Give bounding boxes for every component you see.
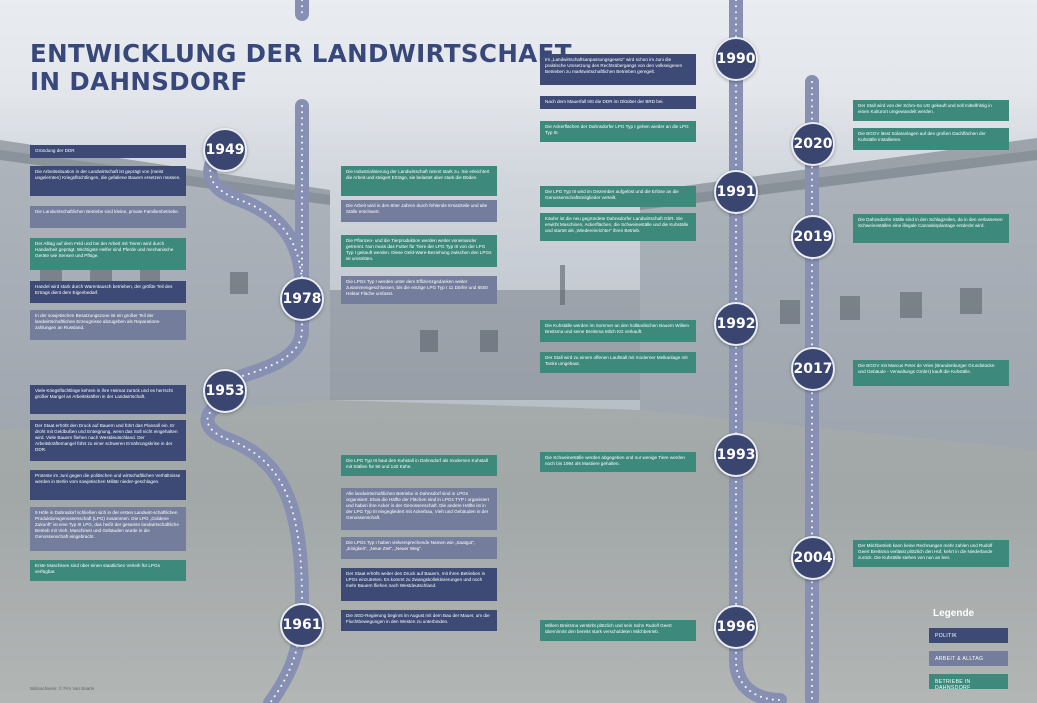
entry-box: Die BGGV mit Marcus Peter de Vries (Bran… — [853, 360, 1009, 386]
entry-box: Die Schweineställe werden abgegeben und … — [540, 452, 696, 472]
year-1961: 1961 — [280, 603, 324, 647]
year-1991: 1991 — [714, 170, 758, 214]
year-1953: 1953 — [203, 369, 247, 413]
entry-box: Die LPG Typ III wird im Dezember aufgelö… — [540, 186, 696, 207]
year-2017: 2017 — [791, 347, 835, 391]
entry-box: Die Landwirtschaftlichen Betriebe sind k… — [30, 206, 186, 228]
image-credit: Bildnachweis: © Pim Van Baarle — [30, 686, 95, 691]
entry-box: Proteste im Juni gegen die politischen u… — [30, 470, 186, 500]
entry-box: Die Kuhställe werden im Sommer an den ho… — [540, 320, 696, 342]
year-1978: 1978 — [280, 277, 324, 321]
entry-box: Nach dem Mauerfall tritt die DDR im Okto… — [540, 96, 696, 109]
entry-box: Der Staat erhöht den Druck auf Bauern un… — [30, 420, 186, 461]
entry-box: Der Stall wird zu einem offenen Laufstal… — [540, 352, 696, 373]
year-1990: 1990 — [714, 37, 758, 81]
entry-box: Alle landwirtschaftlichen Betriebe in Da… — [341, 488, 497, 530]
entry-box: Der Stall wird von der Schm-So UG gekauf… — [853, 100, 1009, 121]
entry-box: Die LPG Typ III baut den Kuhstall in Dah… — [341, 455, 497, 476]
entry-box: Die Pflanzen- und die Tierproduktion wer… — [341, 235, 497, 267]
year-1993: 1993 — [714, 433, 758, 477]
year-2004: 2004 — [791, 536, 835, 580]
entry-box: Die Industrialisierung der Landwirtschaf… — [341, 166, 497, 196]
entry-box: Die Ackerflächen der Dahnsdorfer LPG Typ… — [540, 121, 696, 142]
entry-box: Der Milchbetrieb kann keine Rechnungen m… — [853, 540, 1009, 567]
entry-box: Die SED-Regierung beginnt im August mit … — [341, 610, 497, 631]
legend-arbeit-alltag: ARBEIT & ALLTAG — [929, 651, 1008, 666]
title-line-2: IN DAHNSDORF — [30, 67, 248, 96]
year-1996: 1996 — [714, 605, 758, 649]
entry-box: Der Staat erhöht weiter den Druck auf Ba… — [341, 568, 497, 601]
entry-box: Erste Maschinen sind über einen staatlic… — [30, 560, 186, 581]
year-2019: 2019 — [791, 215, 835, 259]
entry-box: Viele Kriegsflüchtlinge kehren in ihre H… — [30, 385, 186, 414]
entry-box: Willem Breitsma verstirbt plötzlich und … — [540, 620, 696, 641]
entry-box: Die Arbeit wird in den 80er Jahren durch… — [341, 200, 497, 222]
entry-box: Die Dahnsdorfer Ställe sind in den Schla… — [853, 214, 1009, 243]
year-1949: 1949 — [203, 128, 247, 172]
entry-box: Die BGGV lässt Solaranlagen auf den groß… — [853, 128, 1009, 150]
entry-box: Handel wird stark durch Warentausch betr… — [30, 281, 186, 303]
entry-box: Der Alltag auf dem Feld und bei der Arbe… — [30, 238, 186, 270]
entry-box: Die Arbeitssituation in der Landwirtscha… — [30, 166, 186, 196]
entry-box: In der sowjetischen Besatzungszone ist e… — [30, 310, 186, 340]
entry-box: 9 Höfe in Dahnsdorf schließen sich in de… — [30, 507, 186, 551]
page-title: ENTWICKLUNG DER LANDWIRTSCHAFT IN DAHNSD… — [30, 40, 572, 96]
entry-box: Im „Landwirtschaftsanpassungsgesetz“ wir… — [540, 54, 696, 85]
title-line-1: ENTWICKLUNG DER LANDWIRTSCHAFT — [30, 39, 572, 68]
year-1992: 1992 — [714, 302, 758, 346]
legend-title: Legende — [933, 608, 975, 619]
road-segment-1 — [200, 0, 310, 703]
entry-box: Die LPGs Typ I haben vielversprechende N… — [341, 537, 497, 559]
legend-politik: POLITIK — [929, 628, 1008, 643]
entry-box: Käufer ist die neu gegründete Dahnsdorfe… — [540, 213, 696, 241]
year-2020: 2020 — [791, 122, 835, 166]
legend-betriebe: BETRIEBE IN DAHNSDORF — [929, 674, 1008, 691]
entry-box: Die LPGs Typ I werden unter dem Effizien… — [341, 276, 497, 304]
entry-box: Gründung der DDR — [30, 145, 186, 158]
